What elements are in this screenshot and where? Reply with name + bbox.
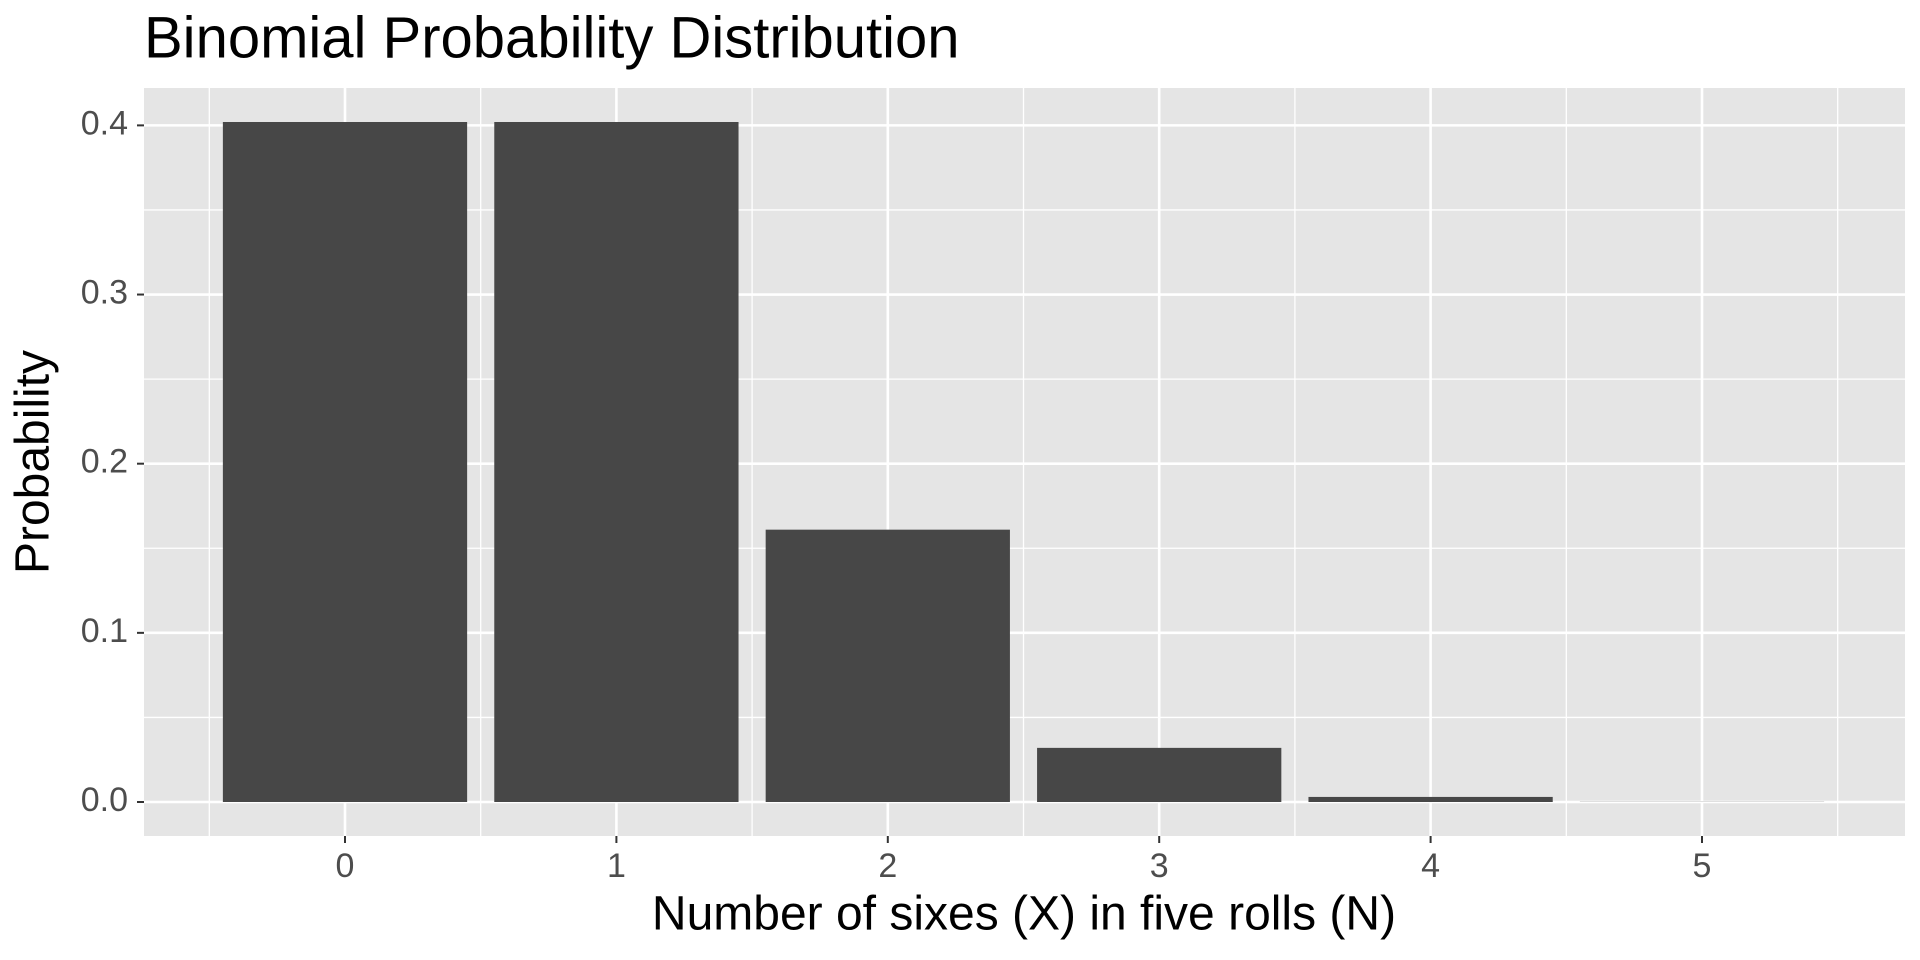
x-tick-label: 5 [1693, 847, 1712, 885]
bar [1037, 747, 1282, 802]
bar [765, 529, 1010, 802]
x-tick-label: 2 [878, 847, 897, 885]
x-tick-label: 0 [336, 847, 355, 885]
y-tick-label: 0.2 [81, 443, 128, 481]
y-tick-label: 0.1 [81, 612, 128, 650]
x-axis-title: Number of sixes (X) in five rolls (N) [652, 888, 1396, 941]
chart-title: Binomial Probability Distribution [144, 5, 960, 70]
y-tick-label: 0.0 [81, 781, 128, 819]
y-axis-title: Probability [7, 350, 60, 574]
y-tick-label: 0.3 [81, 274, 128, 312]
x-tick-label: 3 [1150, 847, 1169, 885]
x-tick-label: 1 [607, 847, 626, 885]
bar [222, 122, 468, 802]
bar [1308, 796, 1553, 802]
bar [494, 122, 739, 802]
x-tick-label: 4 [1421, 847, 1440, 885]
y-tick-label: 0.4 [81, 104, 128, 142]
